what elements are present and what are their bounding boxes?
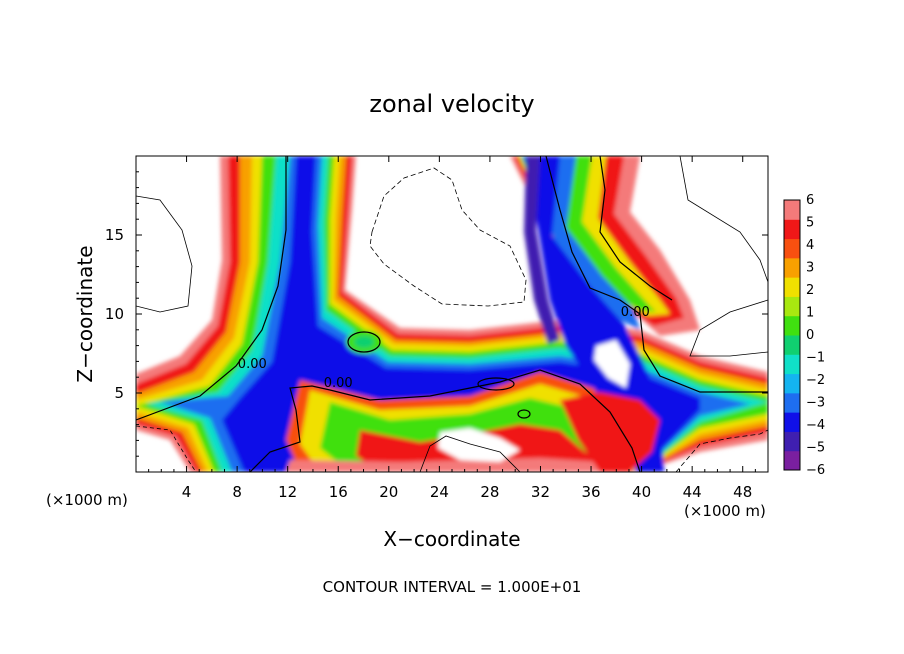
x-tick-label-28: 28 <box>480 483 499 501</box>
right-jet-purple-edge <box>524 156 560 344</box>
thin-contour-right-mid <box>689 299 768 357</box>
colorbar-label-5: −1 <box>806 351 825 366</box>
colorbar-label-1: −5 <box>806 441 825 456</box>
thin-contour-lower-left <box>136 425 197 472</box>
white-patch-lower <box>438 428 520 462</box>
thin-contour-left-top <box>136 195 193 313</box>
colorbar-swatch-5 <box>784 354 800 375</box>
colorbar-swatch-11 <box>784 238 800 259</box>
colorbar-label-0: −6 <box>806 463 825 478</box>
colorbar-label-10: 4 <box>806 238 814 253</box>
contour-label-2: 0.00 <box>621 305 650 320</box>
x-tick-label-4: 4 <box>182 483 192 501</box>
y-tick-labels: 5 10 15 <box>105 226 124 402</box>
zero-contour-left <box>136 156 287 421</box>
colorbar-swatch-8 <box>784 296 800 317</box>
colorbar-swatch-2 <box>784 412 800 432</box>
contour-lines <box>136 156 768 472</box>
contour-tiny-loop <box>517 409 531 419</box>
x-tick-label-24: 24 <box>430 483 449 501</box>
x-unit-left: (×1000 m) <box>46 491 128 509</box>
plot-area: 0.00 0.00 0.00 <box>135 155 769 473</box>
x-axis-label: X−coordinate <box>383 527 520 551</box>
contour-label-0: 0.00 <box>238 357 267 372</box>
x-tick-label-32: 32 <box>531 483 550 501</box>
x-tick-label-16: 16 <box>329 483 348 501</box>
thin-contour-right-top <box>679 156 768 283</box>
contour-label-1: 0.00 <box>324 376 353 391</box>
colorbar-swatch-10 <box>784 257 800 278</box>
white-patch-right <box>594 340 630 388</box>
y-axis-label: Z−coordinate <box>73 245 97 382</box>
colorbar-frame <box>783 199 801 471</box>
axis-ticks <box>136 156 768 472</box>
lower-right-red <box>560 392 660 472</box>
contour-labels: 0.00 0.00 0.00 <box>238 305 650 391</box>
x-tick-label-48: 48 <box>733 483 752 501</box>
colorbar-label-11: 5 <box>806 216 814 231</box>
colorbar: −6 −5 −4 −3 −2 −1 0 1 2 3 4 5 6 <box>783 193 825 478</box>
colorbar-swatch-7 <box>784 315 800 336</box>
x-tick-label-20: 20 <box>379 483 398 501</box>
x-tick-label-44: 44 <box>683 483 702 501</box>
x-unit-right: (×1000 m) <box>684 502 766 520</box>
y-tick-label-5: 5 <box>114 384 124 402</box>
contour-small-loop <box>477 377 515 391</box>
colorbar-label-2: −4 <box>806 418 825 433</box>
colorbar-swatch-12 <box>784 219 800 240</box>
right-jet-core <box>526 156 664 472</box>
zero-contour-right <box>545 156 768 393</box>
colorbar-label-7: 1 <box>806 306 814 321</box>
y-tick-label-15: 15 <box>105 226 124 244</box>
green-blob-core <box>354 336 374 348</box>
colorbar-label-3: −3 <box>806 396 825 411</box>
y-tick-label-10: 10 <box>105 305 124 323</box>
x-tick-label-8: 8 <box>232 483 242 501</box>
bottom-pink <box>286 458 640 472</box>
colorbar-label-6: 0 <box>806 328 814 343</box>
colorbar-swatch-13 <box>784 200 800 220</box>
contour-interval-note: CONTOUR INTERVAL = 1.000E+01 <box>323 578 582 596</box>
x-tick-labels: 4 8 12 16 20 24 28 32 36 40 44 48 <box>182 483 752 501</box>
colorbar-swatch-9 <box>784 277 800 297</box>
colorbar-swatch-3 <box>784 392 800 413</box>
dashed-contour-bottom-right <box>675 429 768 472</box>
contour-blob <box>347 331 381 353</box>
dashed-contour-top <box>369 167 527 307</box>
colorbar-swatch-6 <box>784 335 800 355</box>
thin-contour-bottom-mid <box>419 435 521 472</box>
zero-contour-lower <box>249 369 641 472</box>
chart-title: zonal velocity <box>369 90 534 118</box>
colorbar-swatch-1 <box>784 431 800 452</box>
colorbar-swatch-0 <box>784 450 800 471</box>
colorbar-swatch-4 <box>784 373 800 394</box>
x-tick-label-40: 40 <box>632 483 651 501</box>
colorbar-label-9: 3 <box>806 261 814 276</box>
contour-top-right <box>599 156 673 301</box>
x-tick-label-36: 36 <box>581 483 600 501</box>
colorbar-label-4: −2 <box>806 373 825 388</box>
colorbar-label-12: 6 <box>806 193 814 208</box>
colorbar-label-8: 2 <box>806 283 814 298</box>
x-tick-label-12: 12 <box>278 483 297 501</box>
